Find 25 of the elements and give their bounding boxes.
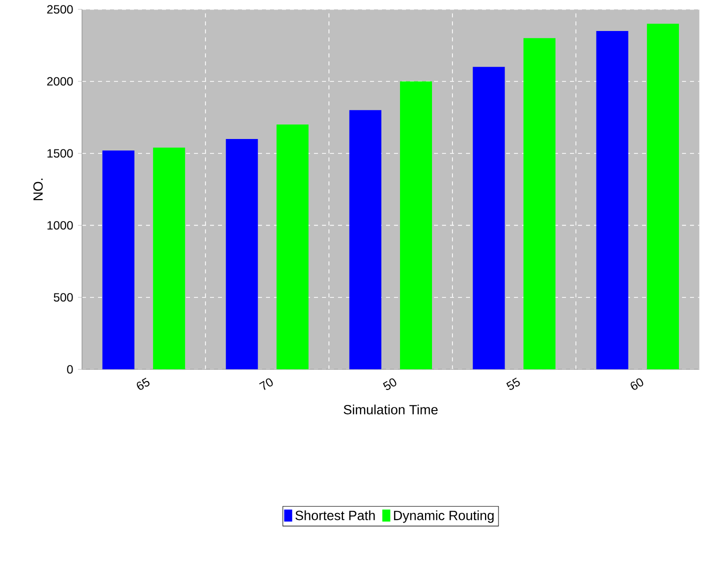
bar (153, 148, 186, 370)
y-tick-label: 1000 (48, 221, 73, 230)
legend-label: Dynamic Routing (394, 510, 494, 523)
y-tick-label: 2500 (47, 5, 73, 14)
x-tick-label: 70 (259, 378, 273, 390)
x-tick-label: 65 (136, 378, 150, 390)
y-tick-label: 0 (67, 365, 73, 374)
bar (102, 150, 134, 370)
x-axis-title: Simulation Time (344, 404, 438, 414)
bar (349, 110, 382, 370)
x-tick-label: 60 (630, 378, 644, 390)
legend-label: Shortest Path (295, 510, 375, 520)
bar (472, 66, 505, 370)
bar (226, 138, 258, 370)
bar (596, 30, 628, 370)
x-tick-label: 55 (506, 378, 520, 390)
bar (646, 24, 679, 370)
x-tick-label: 50 (382, 378, 396, 390)
bar (400, 81, 432, 370)
bar (523, 38, 556, 370)
y-tick-label: 1500 (48, 149, 73, 158)
y-tick-label: 2000 (47, 77, 73, 86)
y-tick-label: 500 (54, 293, 73, 302)
bar (276, 124, 309, 370)
y-axis-title: NO. (33, 178, 43, 200)
